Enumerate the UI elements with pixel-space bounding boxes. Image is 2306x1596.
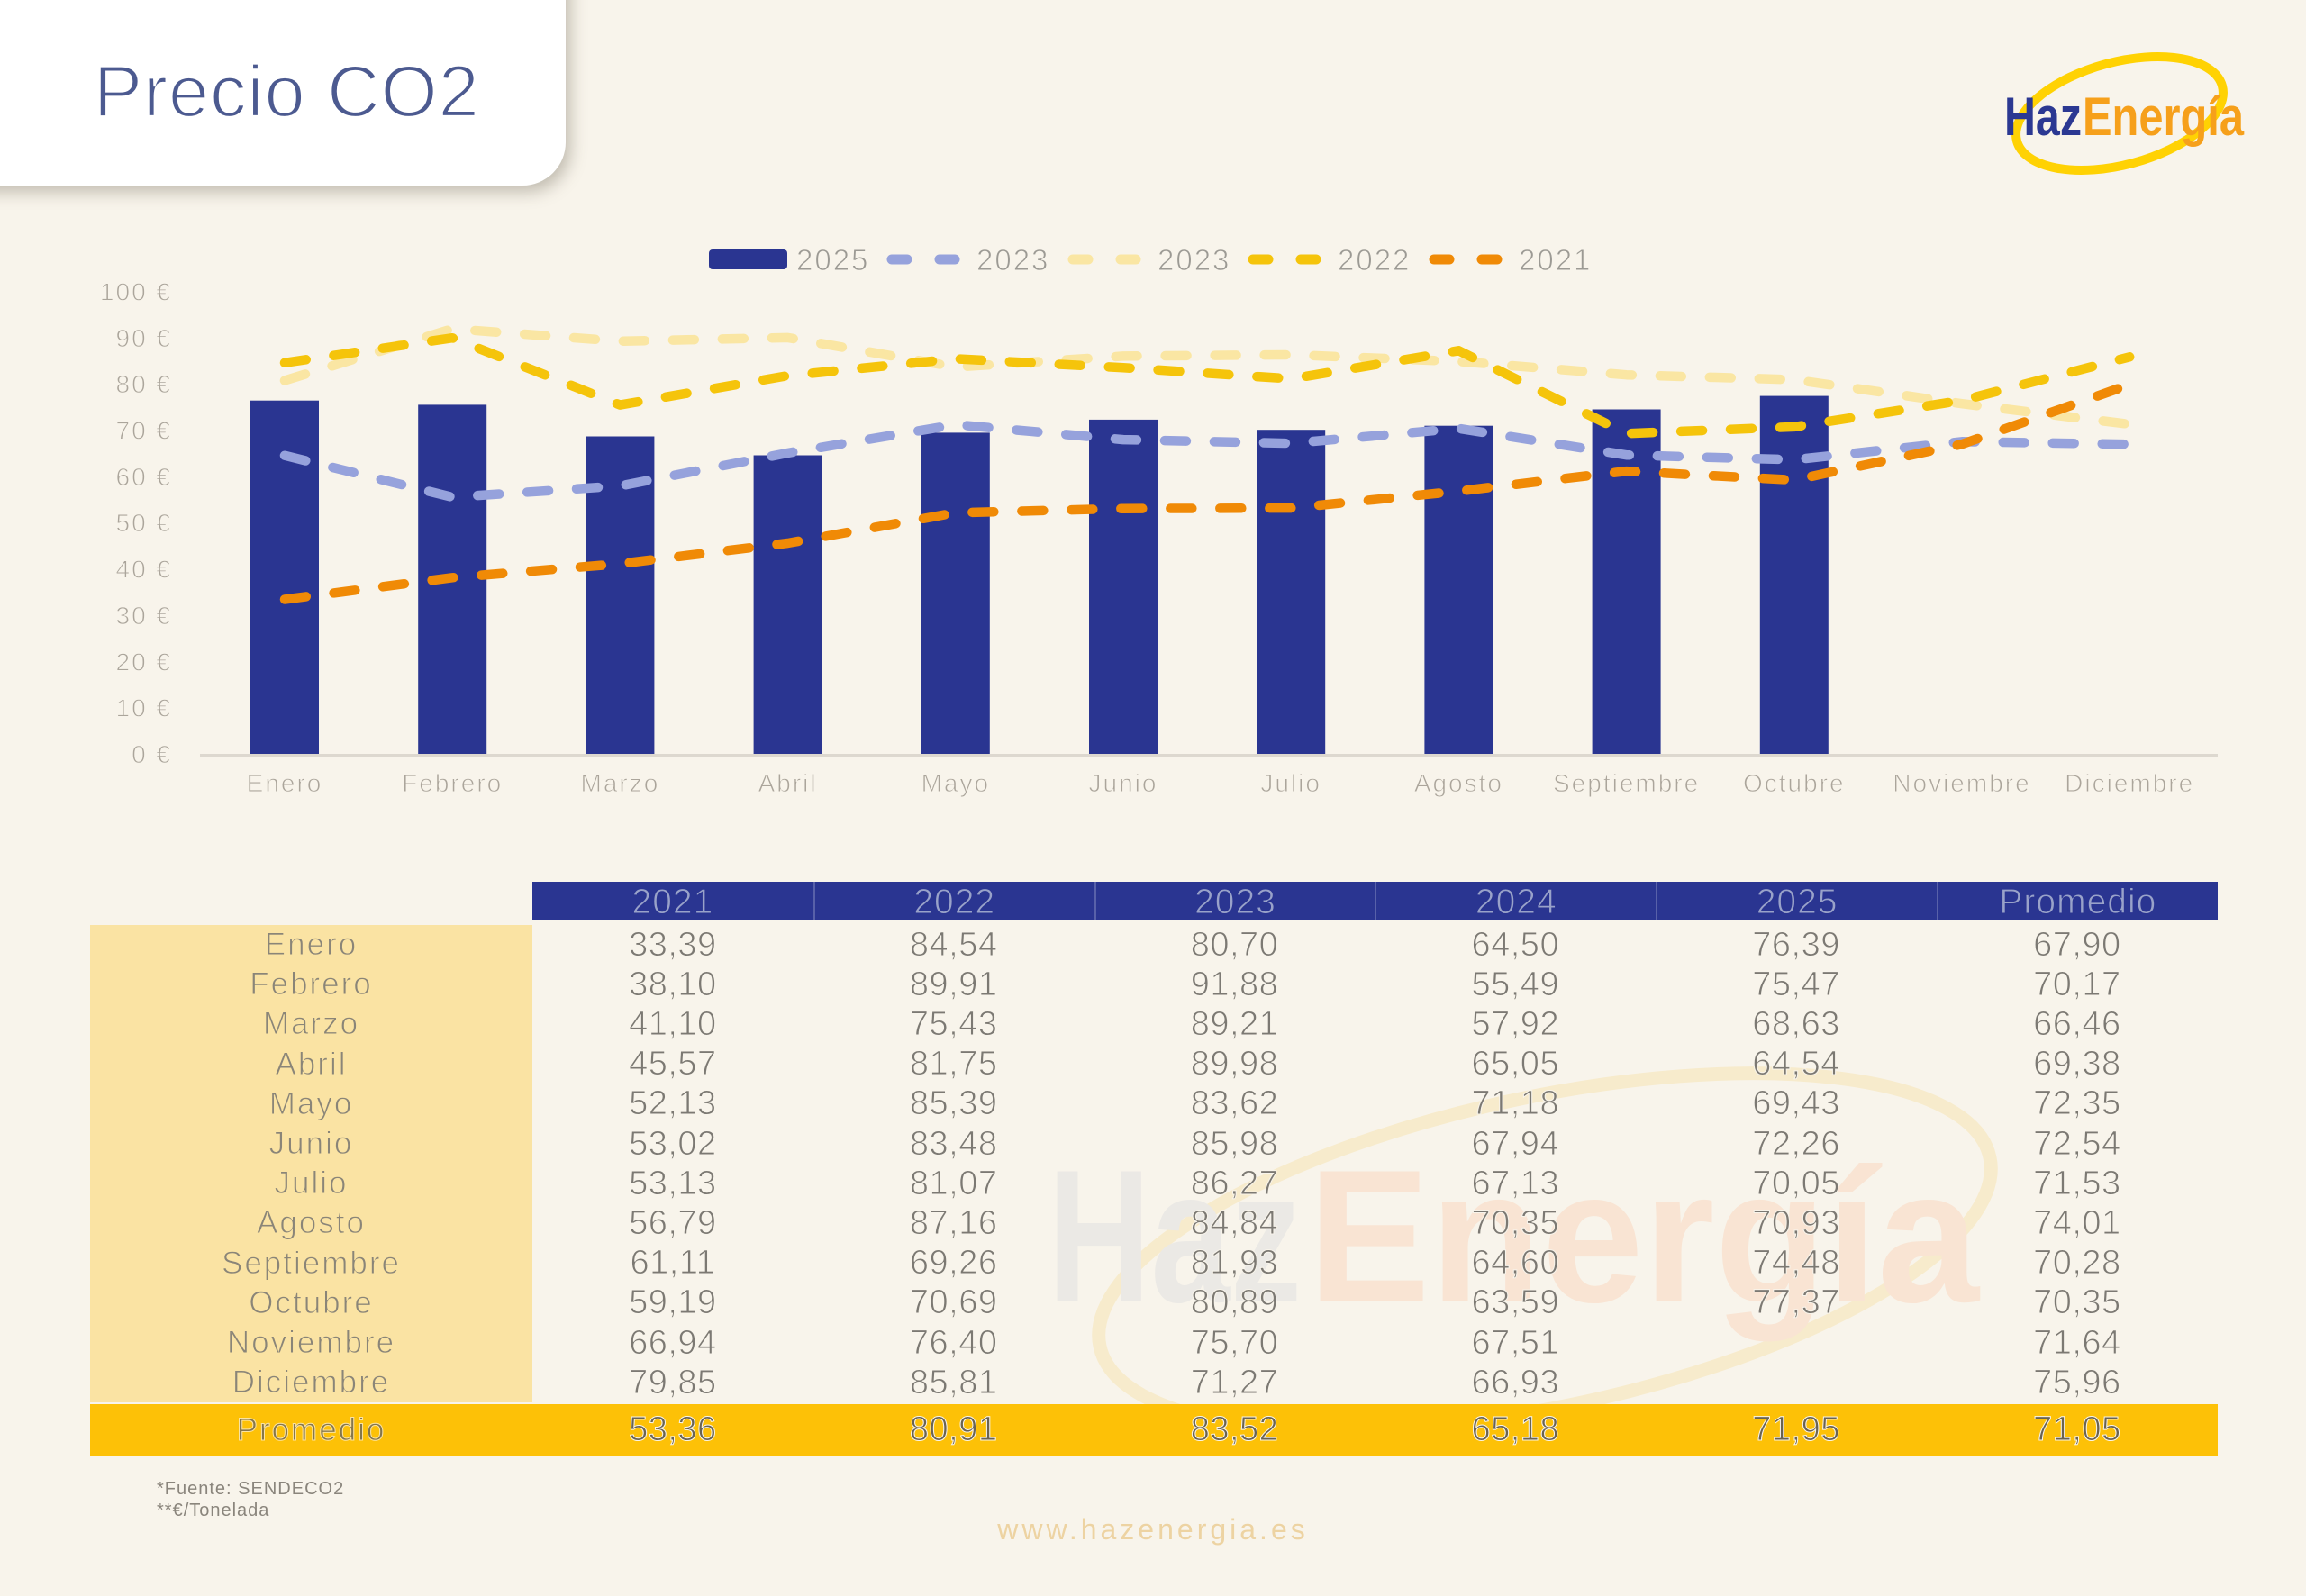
svg-text:60 €: 60 € <box>116 463 173 491</box>
svg-text:Enero: Enero <box>247 769 323 797</box>
svg-text:100 €: 100 € <box>100 277 172 305</box>
svg-text:2022: 2022 <box>1338 243 1411 277</box>
svg-text:30 €: 30 € <box>116 602 173 630</box>
svg-text:Energía: Energía <box>2083 86 2245 147</box>
svg-text:Diciembre: Diciembre <box>2065 769 2194 797</box>
svg-text:Energía: Energía <box>1308 1130 1981 1342</box>
svg-text:2021: 2021 <box>1519 243 1592 277</box>
svg-text:Mayo: Mayo <box>921 769 990 797</box>
svg-text:10 €: 10 € <box>116 694 173 722</box>
svg-text:Haz: Haz <box>1048 1130 1302 1342</box>
svg-text:Febrero: Febrero <box>402 769 503 797</box>
svg-text:50 €: 50 € <box>116 509 173 537</box>
svg-text:Abril: Abril <box>758 769 818 797</box>
svg-text:80 €: 80 € <box>116 370 173 398</box>
svg-text:0 €: 0 € <box>132 740 172 768</box>
svg-text:2023: 2023 <box>976 243 1049 277</box>
svg-text:Noviembre: Noviembre <box>1893 769 2030 797</box>
svg-text:Haz: Haz <box>2004 86 2082 147</box>
svg-text:Junio: Junio <box>1089 769 1158 797</box>
svg-text:70 €: 70 € <box>116 417 173 445</box>
svg-text:90 €: 90 € <box>116 324 173 352</box>
svg-text:Marzo: Marzo <box>581 769 660 797</box>
svg-text:2025: 2025 <box>796 243 869 277</box>
svg-text:Septiembre: Septiembre <box>1553 769 1700 797</box>
svg-text:20 €: 20 € <box>116 648 173 676</box>
svg-text:Agosto: Agosto <box>1414 769 1503 797</box>
svg-text:Julio: Julio <box>1260 769 1321 797</box>
svg-text:2023: 2023 <box>1158 243 1230 277</box>
svg-text:40 €: 40 € <box>116 556 173 584</box>
svg-text:Octubre: Octubre <box>1743 769 1846 797</box>
